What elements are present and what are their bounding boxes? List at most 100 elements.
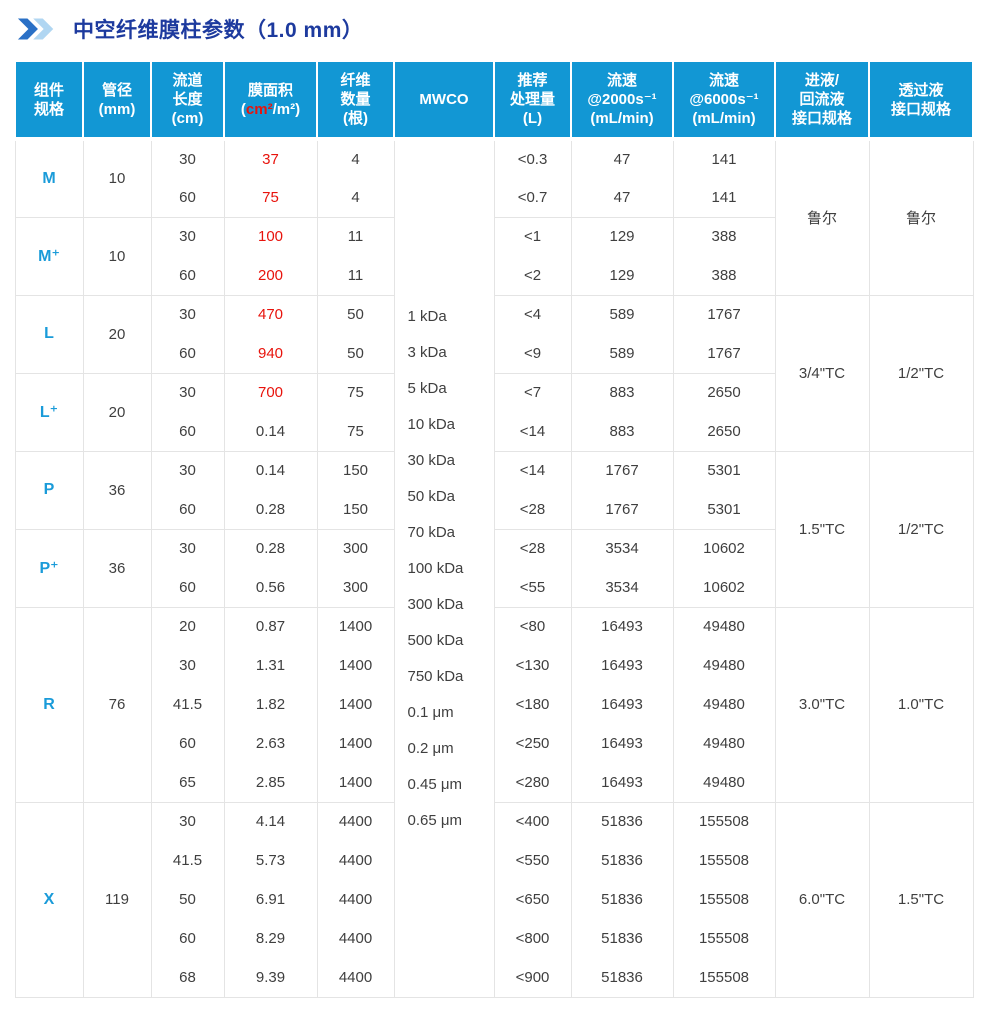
cell-spec: L⁺: [14, 372, 84, 451]
table-row: L 20 30 470 50 <4 589 1767 3/4"TC 1/2"TC: [14, 294, 974, 451]
table-row: 41.5 5.73 4400 <550 51836 155508: [15, 841, 973, 880]
cell-throughput: <550: [493, 841, 572, 880]
cell-fibers: 1400: [316, 646, 395, 685]
cell-diameter: 10: [82, 216, 152, 295]
cell-flow6000: 155508: [672, 841, 776, 880]
cell-fibers: 4: [316, 178, 395, 217]
cell-length: 30: [150, 372, 225, 412]
cell-length: 65: [150, 763, 225, 802]
cell-length: 30: [150, 138, 225, 178]
cell-fibers: 4400: [316, 841, 395, 880]
table-row: 68 9.39 4400 <900 51836 155508: [15, 958, 973, 997]
table-row: 60 75 4 <0.7 47 141: [15, 178, 973, 217]
cell-throughput: <650: [493, 880, 572, 919]
cell-diameter: 10: [82, 138, 152, 217]
cell-flow6000: 155508: [672, 880, 776, 919]
cell-area: 8.29: [223, 919, 318, 958]
cell-flow2000: 51836: [570, 841, 674, 880]
col-header-spec: 组件 规格: [14, 60, 84, 141]
cell-flow6000: 49480: [672, 606, 776, 646]
table-row: 60 2.63 1400 <250 16493 49480: [15, 724, 973, 763]
cell-length: 50: [150, 880, 225, 919]
table-row: 50 6.91 4400 <650 51836 155508: [15, 880, 973, 919]
cell-permeate: 1/2"TC: [868, 450, 974, 607]
cell-length: 30: [150, 216, 225, 256]
cell-area: 100: [223, 216, 318, 256]
cell-throughput: <1: [493, 216, 572, 256]
cell-length: 30: [150, 801, 225, 841]
parameters-table: 组件 规格 管径 (mm) 流道 长度 (cm) 膜面积 (cm²/m²) 纤维 数量 (根) MWCO…: [14, 60, 974, 998]
cell-length: 30: [150, 450, 225, 490]
cell-flow2000: 51836: [570, 919, 674, 958]
cell-throughput: <400: [493, 801, 572, 841]
col-header-inlet: 进液/回流液 接口规格: [774, 60, 870, 141]
cell-spec: X: [14, 801, 84, 997]
table-row: 60 940 50 <9 589 1767: [15, 334, 973, 373]
table-row: 60 8.29 4400 <800 51836 155508: [15, 919, 973, 958]
cell-fibers: 4400: [316, 880, 395, 919]
col-header-flow6000: 流速 @6000s⁻¹ (mL/min): [672, 60, 776, 141]
cell-inlet: 3.0"TC: [774, 606, 870, 802]
cell-flow6000: 49480: [672, 763, 776, 802]
cell-fibers: 1400: [316, 685, 395, 724]
table-row: 60 0.28 150 <28 1767 5301: [15, 490, 973, 529]
cell-fibers: 300: [316, 528, 395, 568]
cell-fibers: 75: [316, 412, 395, 451]
cell-flow6000: 2650: [672, 372, 776, 412]
cell-flow2000: 16493: [570, 606, 674, 646]
table-row: 60 0.56 300 <55 3534 10602: [15, 568, 973, 607]
cell-area: 4.14: [223, 801, 318, 841]
cell-spec: P: [14, 450, 84, 529]
col-header-fibers: 纤维 数量 (根): [316, 60, 395, 141]
cell-area: 1.82: [223, 685, 318, 724]
cell-flow2000: 16493: [570, 763, 674, 802]
cell-flow2000: 51836: [570, 801, 674, 841]
cell-area: 9.39: [223, 958, 318, 997]
cell-fibers: 1400: [316, 724, 395, 763]
cell-flow6000: 388: [672, 256, 776, 295]
cell-spec: R: [14, 606, 84, 802]
cell-flow6000: 49480: [672, 685, 776, 724]
table-row: X 119 30 4.14 4400 <400 51836 155508 6.0"TC 1.5"T…: [14, 801, 974, 997]
cell-length: 60: [150, 334, 225, 373]
table-row: R 76 20 0.87 1400 <80 16493 49480 3.0"TC 1.0"TC: [14, 606, 974, 802]
cell-length: 60: [150, 568, 225, 607]
cell-throughput: <14: [493, 412, 572, 451]
cell-spec: M⁺: [14, 216, 84, 295]
col-header-throughput: 推荐 处理量 (L): [493, 60, 572, 141]
cell-area: 0.14: [223, 412, 318, 451]
cell-inlet: 6.0"TC: [774, 801, 870, 997]
cell-fibers: 300: [316, 568, 395, 607]
cell-flow6000: 2650: [672, 412, 776, 451]
cell-area: 37: [223, 138, 318, 178]
cell-diameter: 20: [82, 372, 152, 451]
cell-flow6000: 141: [672, 178, 776, 217]
cell-area: 0.14: [223, 450, 318, 490]
cell-diameter: 20: [82, 294, 152, 373]
cell-flow2000: 129: [570, 256, 674, 295]
cell-length: 30: [150, 294, 225, 334]
cell-flow6000: 155508: [672, 919, 776, 958]
cell-inlet: 1.5"TC: [774, 450, 870, 607]
cell-fibers: 4400: [316, 958, 395, 997]
cell-flow2000: 3534: [570, 528, 674, 568]
table-row: 60 0.14 75 <14 883 2650: [15, 412, 973, 451]
cell-diameter: 36: [82, 450, 152, 529]
cell-fibers: 50: [316, 294, 395, 334]
col-header-diameter: 管径 (mm): [82, 60, 152, 141]
cell-flow2000: 51836: [570, 880, 674, 919]
cell-fibers: 4400: [316, 919, 395, 958]
cell-fibers: 11: [316, 256, 395, 295]
cell-inlet: 鲁尔: [774, 138, 870, 295]
table-row: L⁺ 20 30 700 75 <7 883 2650: [14, 372, 973, 451]
cell-throughput: <80: [493, 606, 572, 646]
cell-flow2000: 47: [570, 178, 674, 217]
cell-diameter: 119: [82, 801, 152, 997]
cell-flow2000: 129: [570, 216, 674, 256]
cell-flow2000: 3534: [570, 568, 674, 607]
cell-flow2000: 16493: [570, 685, 674, 724]
table-row: 60 200 11 <2 129 388: [15, 256, 973, 295]
cell-fibers: 150: [316, 490, 395, 529]
cell-flow6000: 1767: [672, 294, 776, 334]
cell-area: 940: [223, 334, 318, 373]
